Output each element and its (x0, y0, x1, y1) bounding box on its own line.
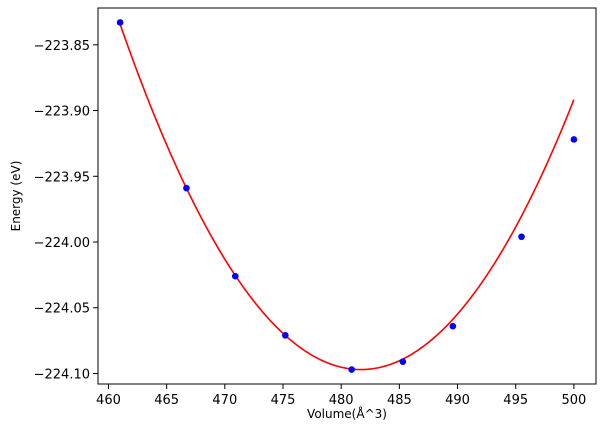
fit-curve-line (119, 23, 575, 371)
y-tick-label: −224.10 (34, 367, 90, 382)
fit-curve-layer (119, 23, 575, 371)
plot-frame (97, 7, 597, 385)
data-point (116, 19, 124, 26)
data-point (231, 272, 239, 280)
y-axis-label: Energy (eV) (9, 161, 23, 232)
data-point (348, 366, 355, 373)
data-point (449, 322, 457, 330)
x-axis: 460 465 470 475 480 485 490 495 500 (96, 384, 586, 408)
x-tick-label: 465 (154, 393, 179, 408)
data-point (570, 136, 578, 143)
x-axis-label: Volume(Å^3) (307, 406, 387, 421)
data-point (399, 358, 407, 365)
x-tick-label: 485 (387, 393, 412, 408)
x-tick-label: 495 (503, 393, 528, 408)
x-tick-label: 475 (271, 393, 296, 408)
x-tick-label: 480 (329, 393, 354, 408)
y-tick-label: −224.00 (34, 236, 90, 251)
data-point (282, 332, 289, 339)
data-point (183, 184, 190, 192)
x-tick-label: 500 (561, 393, 586, 408)
x-tick-label: 470 (212, 393, 237, 408)
y-tick-label: −223.95 (34, 170, 90, 185)
x-tick-label: 490 (445, 393, 470, 408)
y-tick-label: −223.90 (34, 105, 90, 120)
y-tick-label: −223.85 (34, 39, 90, 54)
y-axis: −223.85 −223.90 −223.95 −224.00 −224.05 −224.… (34, 39, 98, 382)
x-tick-label: 460 (96, 393, 121, 408)
data-point (518, 233, 525, 241)
data-points-layer (116, 19, 578, 373)
y-tick-label: −224.05 (34, 302, 90, 317)
